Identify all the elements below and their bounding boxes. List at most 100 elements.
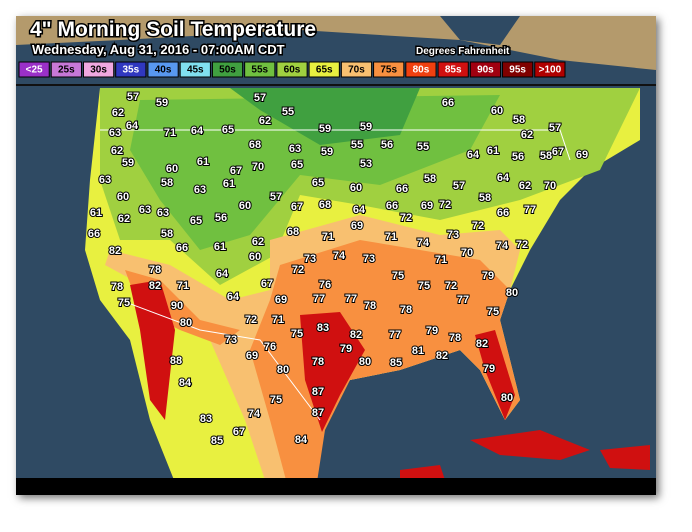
station-value: 60 xyxy=(239,200,251,212)
station-value: 62 xyxy=(259,115,271,127)
station-value: 69 xyxy=(351,220,363,232)
station-value: 64 xyxy=(126,120,139,132)
land-85s-florida xyxy=(475,330,515,420)
legend-label: 70s xyxy=(348,65,365,76)
legend-label: 30s xyxy=(90,65,107,76)
station-value: 61 xyxy=(197,156,209,168)
station-value: 56 xyxy=(381,139,393,151)
station-value: 72 xyxy=(439,199,451,211)
station-value: 72 xyxy=(516,239,528,251)
station-value: 57 xyxy=(270,191,282,203)
station-value: 71 xyxy=(435,254,447,266)
station-value: 62 xyxy=(519,180,531,192)
legend-swatch xyxy=(147,61,179,78)
station-value: 73 xyxy=(447,229,459,241)
station-value: 72 xyxy=(292,264,304,276)
station-value: 71 xyxy=(322,231,334,243)
station-value: 70 xyxy=(252,161,264,173)
map: 4" Morning Soil Temperature Wednesday, A… xyxy=(16,16,656,495)
legend-swatch xyxy=(340,61,373,78)
station-value: 58 xyxy=(161,177,173,189)
station-value: 90 xyxy=(171,300,183,312)
station-value: 72 xyxy=(400,212,412,224)
station-value: 82 xyxy=(149,280,161,292)
station-value: 65 xyxy=(190,215,202,227)
station-value: 63 xyxy=(99,174,111,186)
station-value: 56 xyxy=(512,151,524,163)
legend-label: 90s xyxy=(477,65,494,76)
station-value: 58 xyxy=(161,228,173,240)
station-value: 77 xyxy=(389,329,401,341)
station-value: 82 xyxy=(350,329,362,341)
station-value: 62 xyxy=(252,236,264,248)
legend-label: 85s xyxy=(445,65,462,76)
station-value: 80 xyxy=(277,364,289,376)
station-value: 68 xyxy=(319,199,331,211)
station-value: 57 xyxy=(549,122,561,134)
station-value: 58 xyxy=(513,114,525,126)
station-value: 74 xyxy=(248,408,261,420)
station-value: 75 xyxy=(392,270,404,282)
legend-swatch xyxy=(50,61,82,78)
station-value: 57 xyxy=(127,91,139,103)
legend-label: >100 xyxy=(539,65,562,76)
legend-label: 65s xyxy=(316,65,333,76)
legend-swatch xyxy=(276,61,308,78)
subtitle: Wednesday, Aug 31, 2016 - 07:00AM CDT xyxy=(32,42,285,57)
station-value: 61 xyxy=(90,207,102,219)
station-value: 59 xyxy=(122,157,134,169)
station-value: 77 xyxy=(457,294,469,306)
legend-swatch xyxy=(115,61,147,78)
station-value: 60 xyxy=(166,163,178,175)
station-value: 59 xyxy=(156,97,168,109)
station-value: 74 xyxy=(417,237,430,249)
station-value: 81 xyxy=(412,345,424,357)
station-value: 84 xyxy=(295,434,308,446)
station-value: 78 xyxy=(111,281,123,293)
station-value: 69 xyxy=(275,294,287,306)
title: 4" Morning Soil Temperature xyxy=(30,18,316,41)
station-value: 62 xyxy=(112,107,124,119)
station-value: 60 xyxy=(491,105,503,117)
station-value: 83 xyxy=(200,413,212,425)
station-value: 79 xyxy=(426,325,438,337)
station-value: 64 xyxy=(191,125,204,137)
station-value: 66 xyxy=(497,207,509,219)
station-value: 80 xyxy=(501,392,513,404)
station-value: 66 xyxy=(88,228,100,240)
station-value: 72 xyxy=(445,280,457,292)
legend-swatch xyxy=(405,61,437,78)
station-value: 66 xyxy=(386,200,398,212)
station-value: 85 xyxy=(211,435,223,447)
station-value: 70 xyxy=(461,247,473,259)
station-value: 55 xyxy=(417,141,429,153)
station-value: 60 xyxy=(117,191,129,203)
land-50s xyxy=(230,88,420,145)
header-water xyxy=(440,16,520,45)
station-value: 67 xyxy=(261,278,273,290)
station-value: 75 xyxy=(270,394,282,406)
station-value: 80 xyxy=(180,317,192,329)
station-value: 77 xyxy=(345,293,357,305)
station-value: 63 xyxy=(157,207,169,219)
station-value: 87 xyxy=(312,386,324,398)
station-value: 67 xyxy=(233,426,245,438)
station-value: 64 xyxy=(216,268,229,280)
bottom-band xyxy=(16,478,656,495)
legend-swatch xyxy=(179,61,211,78)
station-value: 63 xyxy=(139,204,151,216)
legend-label: 75s xyxy=(380,65,397,76)
units: Degrees Fahrenheit xyxy=(416,46,510,57)
legend-swatch xyxy=(534,61,566,78)
station-value: 82 xyxy=(109,245,121,257)
station-value: 87 xyxy=(312,407,324,419)
legend-label: 40s xyxy=(155,65,172,76)
land-55s xyxy=(130,95,500,250)
station-value: 78 xyxy=(400,304,412,316)
station-value: 66 xyxy=(176,242,188,254)
station-value: 67 xyxy=(552,146,564,158)
land-85s xyxy=(300,312,365,432)
cuba xyxy=(470,430,590,460)
legend-label: 55s xyxy=(251,65,268,76)
